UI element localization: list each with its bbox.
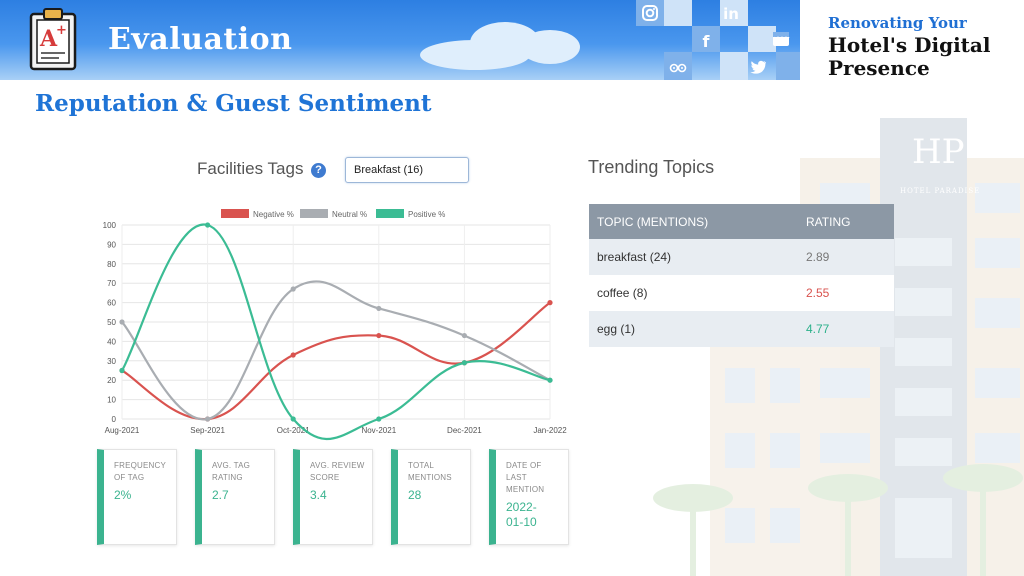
help-icon[interactable]: ? [311, 163, 326, 178]
svg-text:A: A [39, 26, 58, 52]
kpi-label: AVG. TAG RATING [212, 461, 251, 482]
y-tick-label: 100 [103, 221, 117, 230]
x-tick-label: Sep-2021 [190, 426, 225, 435]
header-banner: in f A + Evaluation Renovating Your Hote… [0, 0, 1024, 82]
data-point [547, 377, 553, 383]
page-title: Reputation & Guest Sentiment [35, 90, 432, 117]
tripadvisor-icon [667, 56, 689, 78]
kpi-label: FREQUENCY OF TAG [114, 461, 167, 482]
linkedin-icon: in [723, 5, 739, 23]
kpi-label: DATE OF LAST MENTION [506, 461, 545, 494]
y-tick-label: 90 [107, 240, 116, 249]
y-tick-label: 50 [107, 318, 116, 327]
kpi-value: 2% [114, 488, 132, 502]
facebook-icon: f [702, 31, 710, 51]
hotel-building-illustration: HP HOTEL PARADISE [650, 118, 1024, 576]
rating-cell: 4.77 [798, 311, 894, 347]
data-point [119, 367, 125, 374]
x-tick-label: Aug-2021 [105, 426, 140, 435]
topic-cell: breakfast (24) [589, 239, 798, 275]
y-tick-label: 40 [107, 337, 116, 346]
topic-cell: coffee (8) [589, 275, 798, 311]
trending-topics-title: Trending Topics [588, 157, 715, 177]
trending-topics-table: TOPIC (MENTIONS) RATING breakfast (24) 2… [589, 204, 894, 347]
column-header-rating[interactable]: RATING [798, 204, 894, 239]
twitter-icon [747, 56, 769, 78]
x-tick-label: Dec-2021 [447, 426, 482, 435]
data-point [376, 305, 382, 312]
legend-swatch [376, 209, 404, 218]
data-point [376, 416, 382, 422]
series-line [121, 223, 551, 441]
kpi-card-last-mention-date: DATE OF LAST MENTION 2022- 01-10 [489, 449, 569, 545]
data-point [461, 360, 467, 366]
legend-label: Neutral % [332, 210, 367, 219]
data-point [205, 222, 211, 228]
sentiment-chart-svg: 0 10 20 30 40 50 60 70 80 90 100 Aug-2021 Sep-2021 Oc… [103, 209, 567, 441]
social-icon-grid: in f [636, 0, 800, 80]
y-tick-label: 70 [107, 279, 116, 288]
hotel-sign-text: HOTEL PARADISE [900, 187, 980, 195]
y-tick-label: 80 [107, 260, 116, 269]
facilities-tags-label: Facilities Tags [197, 159, 304, 178]
kpi-card-total-mentions: TOTAL MENTIONS 28 [391, 449, 471, 545]
kpi-value: 3.4 [310, 488, 327, 502]
y-tick-label: 10 [107, 396, 116, 405]
topic-cell: egg (1) [589, 311, 798, 347]
sentiment-line-chart: 0 10 20 30 40 50 60 70 80 90 100 Aug-2021 Sep-2021 Oc… [95, 200, 575, 445]
kpi-card-avg-tag-rating: AVG. TAG RATING 2.7 [195, 449, 275, 545]
kpi-card-frequency: FREQUENCY OF TAG 2% [97, 449, 177, 545]
legend-swatch [221, 209, 249, 218]
data-point [290, 416, 296, 422]
legend-label: Negative % [253, 210, 294, 219]
y-tick-label: 0 [112, 415, 117, 424]
data-point [461, 332, 467, 339]
kpi-label: TOTAL MENTIONS [408, 461, 452, 482]
x-tick-label: Nov-2021 [361, 426, 396, 435]
rating-cell: 2.55 [798, 275, 894, 311]
column-header-topic[interactable]: TOPIC (MENTIONS) [589, 204, 798, 239]
x-tick-label: Oct-2021 [277, 426, 310, 435]
y-tick-label: 60 [107, 299, 116, 308]
legend-label: Positive % [408, 210, 445, 219]
data-point [376, 332, 382, 339]
instagram-icon [639, 2, 661, 24]
section-title: Evaluation [108, 22, 293, 57]
data-point [205, 416, 211, 422]
y-tick-label: 30 [107, 357, 116, 366]
facilities-tag-select[interactable]: Breakfast (16) [345, 157, 469, 183]
kpi-value: 2022- 01-10 [506, 500, 537, 529]
kpi-label: AVG. REVIEW SCORE [310, 461, 365, 482]
kpi-value: 2.7 [212, 488, 229, 502]
legend-swatch [300, 209, 328, 218]
table-row[interactable]: coffee (8) 2.55 [589, 275, 894, 311]
data-point [119, 319, 125, 325]
data-point [290, 286, 296, 292]
google-my-business-icon [770, 28, 792, 50]
table-row[interactable]: breakfast (24) 2.89 [589, 239, 894, 275]
series-title: Hotel's Digital Presence [828, 33, 991, 80]
table-header-row: TOPIC (MENTIONS) RATING [589, 204, 894, 239]
x-tick-label: Jan-2022 [533, 426, 567, 435]
hotel-sign-letters: HP [912, 132, 965, 172]
clipboard-grade-icon: A + [28, 6, 78, 72]
series-subtitle: Renovating Your [828, 14, 967, 32]
table-row[interactable]: egg (1) 4.77 [589, 311, 894, 347]
rating-cell: 2.89 [798, 239, 894, 275]
data-point [547, 300, 553, 306]
y-tick-label: 20 [107, 376, 116, 385]
data-point [290, 352, 296, 358]
kpi-value: 28 [408, 488, 422, 502]
cloud-decoration [520, 30, 580, 64]
svg-text:+: + [56, 23, 67, 38]
kpi-card-avg-review-score: AVG. REVIEW SCORE 3.4 [293, 449, 373, 545]
